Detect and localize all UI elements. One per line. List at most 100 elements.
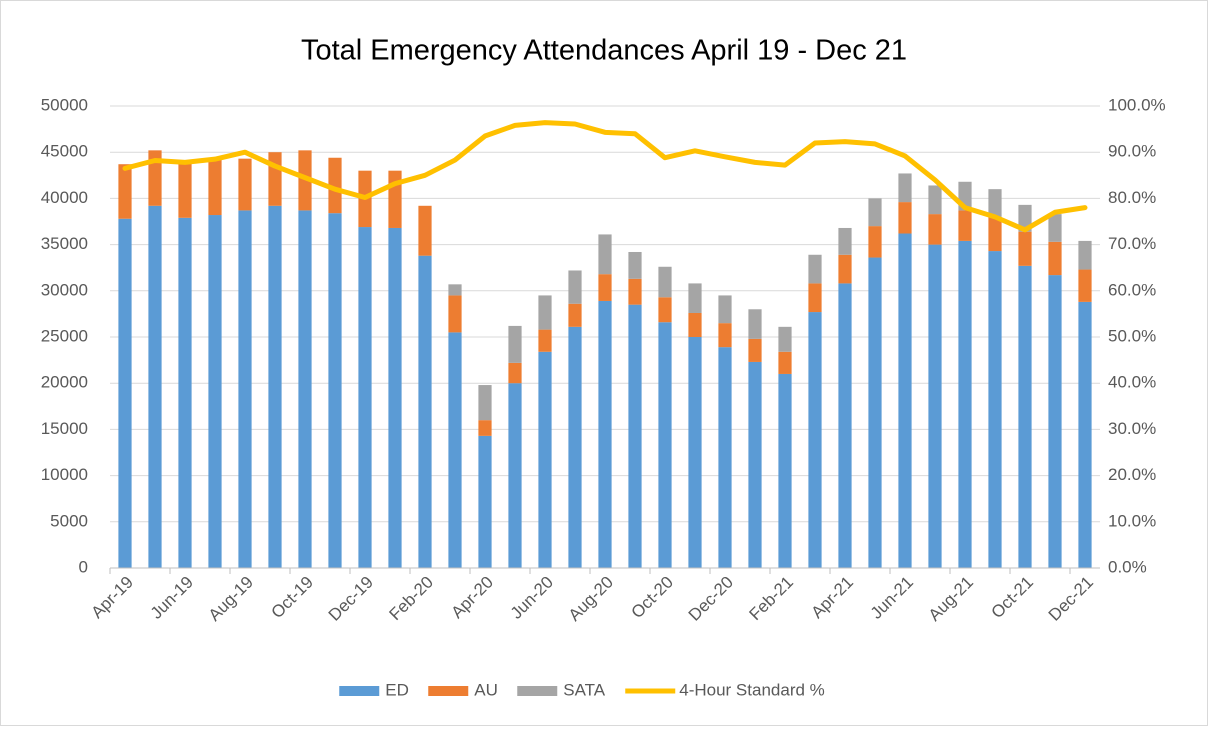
bar-segment — [748, 309, 762, 339]
bar-segment — [718, 295, 732, 324]
bar-segment — [478, 420, 492, 436]
bar-segment — [658, 297, 672, 323]
bar-segment — [988, 251, 1002, 568]
bar-segment — [808, 254, 822, 284]
bar-segment — [298, 150, 312, 211]
bar-segment — [628, 278, 642, 305]
bar-segment — [988, 216, 1002, 252]
bar-segment — [508, 362, 522, 384]
bar-segment — [778, 326, 792, 352]
bar-segment — [928, 185, 942, 215]
bar-segment — [1078, 269, 1092, 302]
legend-label: 4-Hour Standard % — [679, 680, 825, 699]
y-tick-label: 15000 — [41, 419, 88, 438]
bar-segment — [898, 173, 912, 203]
bar-segment — [778, 373, 792, 568]
bar-segment — [208, 159, 222, 216]
bar-segment — [268, 205, 282, 569]
bar-segment — [478, 385, 492, 421]
bar-segment — [568, 270, 582, 304]
bar-segment — [628, 251, 642, 279]
y-tick-label: 10000 — [41, 465, 88, 484]
y-tick-label: 40000 — [41, 188, 88, 207]
y2-tick-label: 100.0% — [1108, 95, 1166, 114]
bar-segment — [748, 361, 762, 568]
y2-tick-label: 40.0% — [1108, 373, 1156, 392]
bar-segment — [958, 210, 972, 241]
y2-tick-label: 80.0% — [1108, 188, 1156, 207]
bar-segment — [1048, 275, 1062, 568]
y2-tick-label: 20.0% — [1108, 465, 1156, 484]
bar-segment — [1048, 241, 1062, 276]
y-tick-label: 45000 — [41, 142, 88, 161]
bar-segment — [688, 283, 702, 313]
bar-segment — [508, 383, 522, 568]
bar-segment — [898, 202, 912, 234]
bar-segment — [838, 254, 852, 284]
bar-segment — [208, 215, 222, 569]
bar-segment — [718, 347, 732, 568]
bar-segment — [1078, 301, 1092, 568]
bar-segment — [868, 198, 882, 227]
y2-tick-label: 10.0% — [1108, 511, 1156, 530]
bar-segment — [928, 244, 942, 568]
bar-segment — [808, 312, 822, 568]
legend-swatch — [339, 686, 380, 696]
bar-segment — [778, 351, 792, 374]
bar-segment — [418, 255, 432, 569]
bar-segment — [688, 312, 702, 337]
y-tick-label: 30000 — [41, 280, 88, 299]
bar-segment — [358, 227, 372, 568]
bar-segment — [1018, 204, 1032, 232]
y-tick-label: 5000 — [50, 511, 88, 530]
bar-segment — [448, 332, 462, 568]
bar-segment — [568, 326, 582, 568]
y2-tick-label: 30.0% — [1108, 419, 1156, 438]
legend-label: AU — [474, 680, 498, 699]
bar-segment — [748, 338, 762, 362]
bar-segment — [418, 205, 432, 256]
bar-segment — [1078, 240, 1092, 270]
y2-tick-label: 0.0% — [1108, 557, 1147, 576]
bar-segment — [988, 189, 1002, 217]
legend-label: ED — [385, 680, 409, 699]
chart-title: Total Emergency Attendances April 19 - D… — [301, 35, 907, 67]
bar-segment — [268, 152, 282, 206]
bar-segment — [1018, 231, 1032, 266]
bar-segment — [898, 233, 912, 568]
bar-segment — [328, 213, 342, 568]
bar-segment — [598, 300, 612, 568]
bar-segment — [448, 284, 462, 296]
bar-segment — [658, 322, 672, 568]
bar-segment — [538, 295, 552, 330]
bar-segment — [298, 210, 312, 569]
bar-segment — [958, 240, 972, 569]
bar-segment — [838, 283, 852, 568]
bar-segment — [388, 227, 402, 568]
bar-segment — [148, 150, 162, 206]
y-tick-label: 25000 — [41, 326, 88, 345]
bar-segment — [538, 329, 552, 352]
y-tick-label: 0 — [79, 557, 88, 576]
bar-segment — [478, 435, 492, 568]
bar-segment — [118, 218, 132, 568]
bar-segment — [628, 304, 642, 568]
bar-segment — [688, 337, 702, 568]
bar-segment — [868, 257, 882, 568]
bar-segment — [238, 210, 252, 569]
bar-segment — [928, 214, 942, 245]
bar-segment — [238, 158, 252, 211]
bar-segment — [148, 205, 162, 569]
bar-segment — [808, 283, 822, 313]
bar-segment — [178, 162, 192, 218]
bar-segment — [448, 295, 462, 333]
bar-segment — [868, 226, 882, 258]
legend-label: SATA — [563, 680, 606, 699]
bar-segment — [508, 325, 522, 363]
legend-swatch — [517, 686, 558, 696]
bar-segment — [328, 157, 342, 214]
bar-segment — [178, 217, 192, 568]
y-tick-label: 20000 — [41, 373, 88, 392]
bar-segment — [1018, 265, 1032, 568]
bar-segment — [388, 170, 402, 228]
